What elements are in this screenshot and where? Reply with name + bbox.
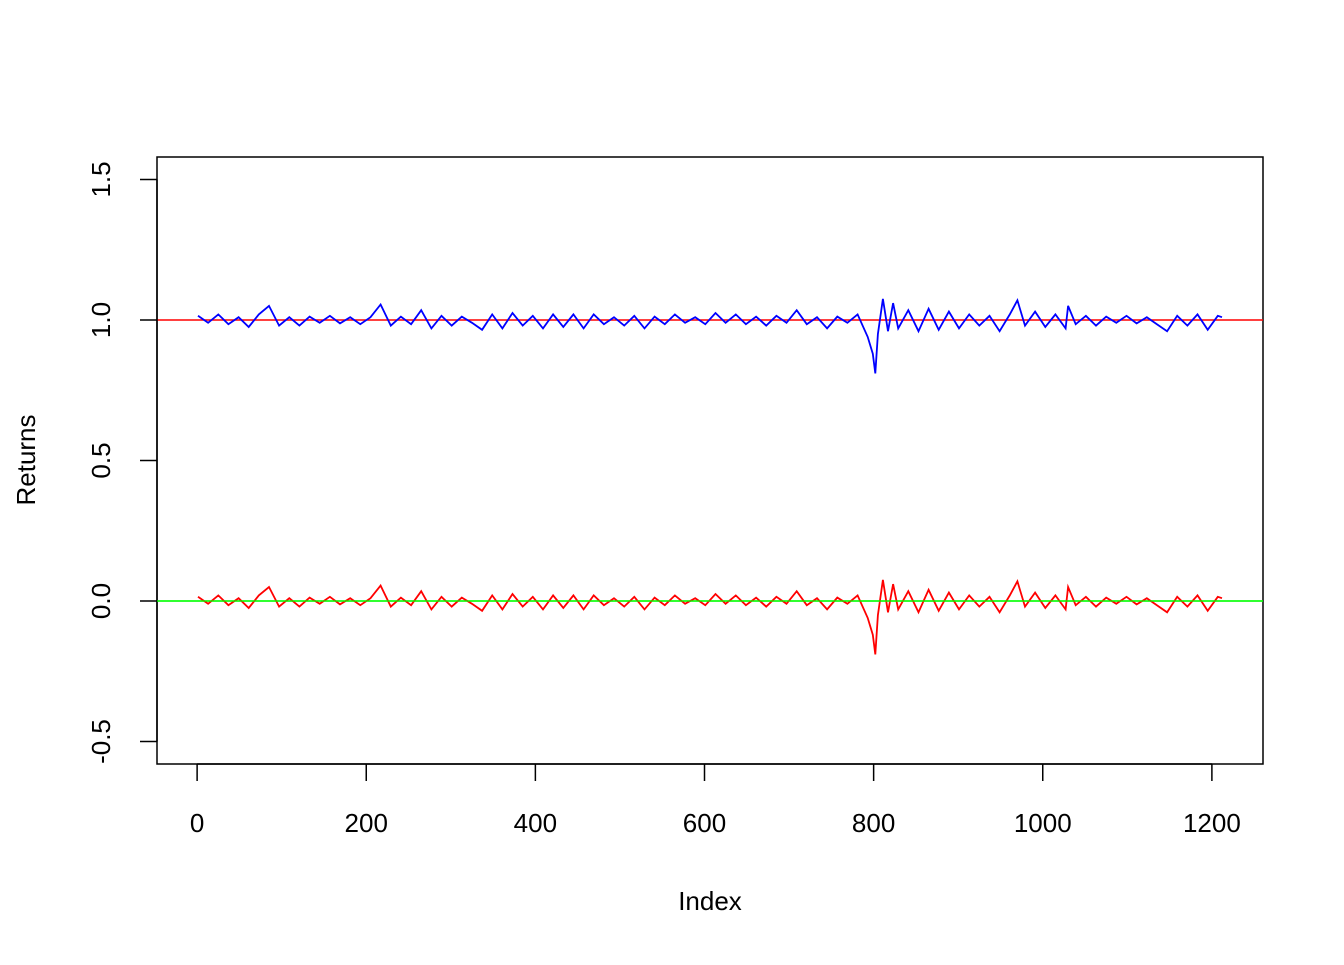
series-line-0	[197, 297, 1223, 374]
y-tick-label: -0.5	[86, 719, 116, 764]
y-tick-label: 1.5	[86, 161, 116, 197]
x-axis-label: Index	[678, 886, 742, 916]
y-tick-label: 1.0	[86, 302, 116, 338]
x-tick-label: 800	[852, 808, 895, 838]
x-axis: 0 200 400 600 800 1000 1200	[190, 763, 1241, 838]
y-tick-label: 0.0	[86, 583, 116, 619]
x-tick-label: 0	[190, 808, 204, 838]
x-tick-label: 1000	[1014, 808, 1072, 838]
x-tick-label: 200	[345, 808, 388, 838]
y-axis-label: Returns	[11, 414, 41, 505]
plot-frame	[156, 156, 1264, 765]
series-line-1	[197, 578, 1223, 655]
x-tick-label: 400	[514, 808, 557, 838]
reference-lines	[157, 319, 1263, 602]
x-tick-label: 600	[683, 808, 726, 838]
y-tick-label: 0.5	[86, 442, 116, 478]
y-axis: -0.5 0.0 0.5 1.0 1.5	[86, 161, 158, 764]
x-tick-label: 1200	[1183, 808, 1241, 838]
series-lines	[197, 297, 1223, 655]
